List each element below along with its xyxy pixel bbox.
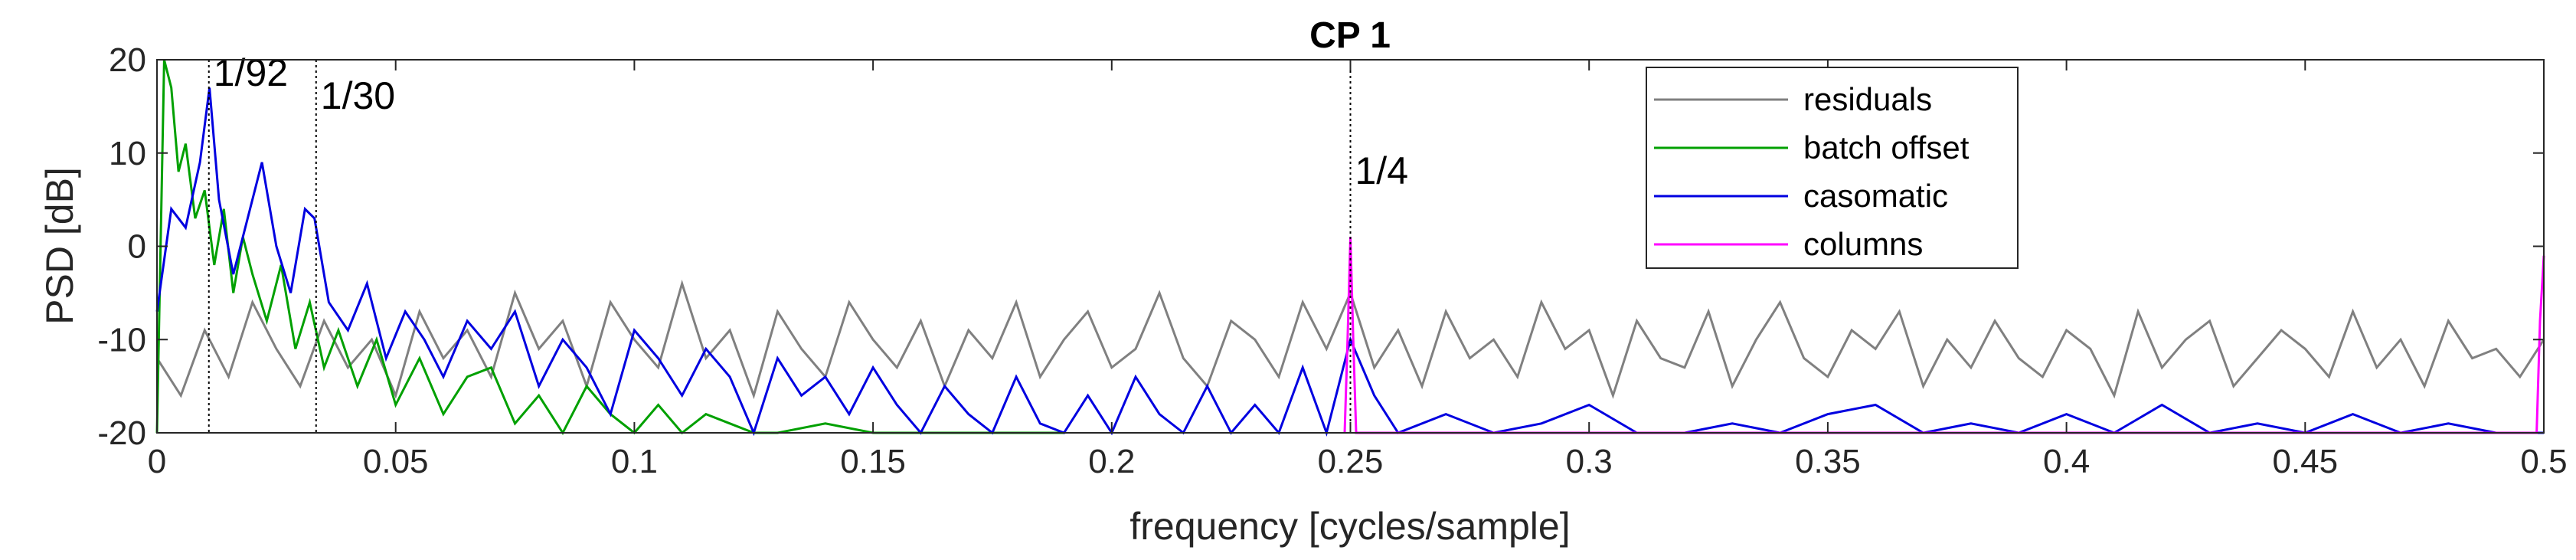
- series-line-residuals: [155, 280, 2545, 400]
- annotation-label-2: 1/4: [1355, 149, 1409, 192]
- y-tick-label: 0: [128, 228, 146, 266]
- x-tick-label: 0: [148, 443, 166, 480]
- annotation-layer: 1/92 1/30 1/4: [208, 51, 1409, 433]
- chart-title: CP 1: [1309, 15, 1391, 56]
- x-tick-label: 0.1: [611, 443, 658, 480]
- legend-label-residuals: residuals: [1803, 81, 1932, 117]
- x-tick-label: 0.25: [1318, 443, 1384, 480]
- y-tick-label: -20: [97, 414, 146, 452]
- x-tick-label: 0.2: [1088, 443, 1135, 480]
- annotation-label-1: 1/30: [321, 74, 395, 117]
- x-tick-label: 0.4: [2043, 443, 2090, 480]
- x-axis-ticks: 0 0.05 0.1 0.15 0.2 0.25 0.3 0.35 0.4 0.45 0.5: [148, 60, 2568, 480]
- x-tick-label: 0.05: [363, 443, 429, 480]
- x-axis-label: frequency [cycles/sample]: [1129, 505, 1570, 548]
- y-tick-label: 20: [109, 41, 146, 79]
- legend: residuals batch offset casomatic columns: [1646, 67, 2019, 269]
- x-tick-label: 0.35: [1795, 443, 1861, 480]
- y-tick-label: -10: [97, 321, 146, 359]
- legend-label-casomatic: casomatic: [1803, 178, 1948, 214]
- x-tick-label: 0.45: [2272, 443, 2338, 480]
- x-tick-label: 0.15: [840, 443, 906, 480]
- x-tick-label: 0.5: [2520, 443, 2567, 480]
- series-layer: [155, 59, 2545, 437]
- legend-label-columns: columns: [1803, 226, 1923, 262]
- x-tick-label: 0.3: [1566, 443, 1613, 480]
- legend-label-batch-offset: batch offset: [1803, 129, 1970, 165]
- y-axis-label: PSD [dB]: [38, 167, 81, 325]
- y-tick-label: 10: [109, 135, 146, 172]
- legend-box: [1646, 67, 2019, 269]
- annotation-label-0: 1/92: [214, 51, 288, 94]
- series-line-casomatic: [155, 87, 2544, 437]
- y-axis-ticks: -20 -10 0 10 20: [97, 41, 2544, 452]
